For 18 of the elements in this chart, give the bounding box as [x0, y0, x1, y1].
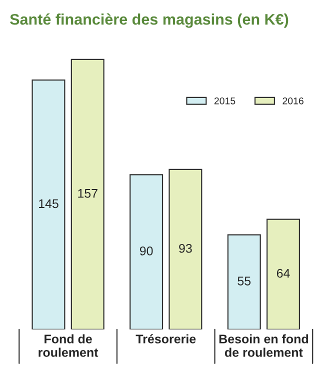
chart-title: Santé financière des magasins (en K€) [10, 13, 288, 28]
legend-label: 2016 [282, 97, 304, 104]
x-tick-label: Fond de roulement [38, 334, 98, 357]
bar [32, 80, 66, 330]
data-label: 157 [78, 189, 98, 198]
data-label: 93 [179, 244, 192, 253]
data-label: 64 [276, 268, 290, 278]
data-label: 55 [238, 276, 251, 286]
data-label: 90 [140, 246, 153, 256]
x-tick-label: Besoin en fond de roulement [219, 334, 308, 357]
bar [168, 168, 202, 330]
bar [130, 174, 164, 330]
bar [70, 58, 104, 330]
x-tick-label: Trésorerie [136, 334, 196, 344]
bar [266, 218, 300, 330]
bar [227, 234, 261, 330]
legend-label: 2015 [214, 97, 236, 104]
data-label: 145 [39, 199, 58, 208]
